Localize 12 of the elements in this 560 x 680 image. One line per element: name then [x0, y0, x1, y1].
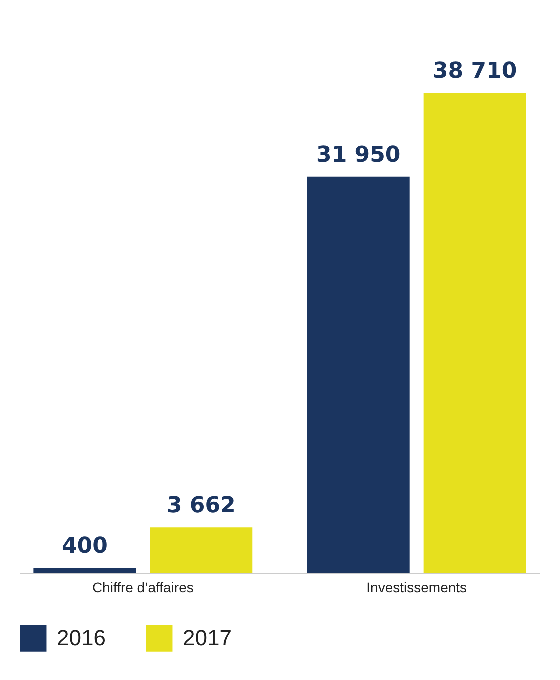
x-tick-label: Chiffre d’affaires — [92, 580, 194, 596]
bar — [150, 528, 253, 573]
data-label: 400 — [62, 534, 108, 560]
data-label: 38 710 — [432, 59, 518, 84]
legend-label: 2017 — [183, 626, 232, 651]
data-label: 31 950 — [316, 142, 401, 168]
legend-label: 2016 — [57, 626, 106, 651]
bar — [307, 176, 410, 573]
bar — [424, 93, 526, 573]
x-tick-label: Investissements — [366, 580, 468, 596]
data-label: 3 662 — [166, 494, 236, 519]
bar — [34, 568, 136, 573]
